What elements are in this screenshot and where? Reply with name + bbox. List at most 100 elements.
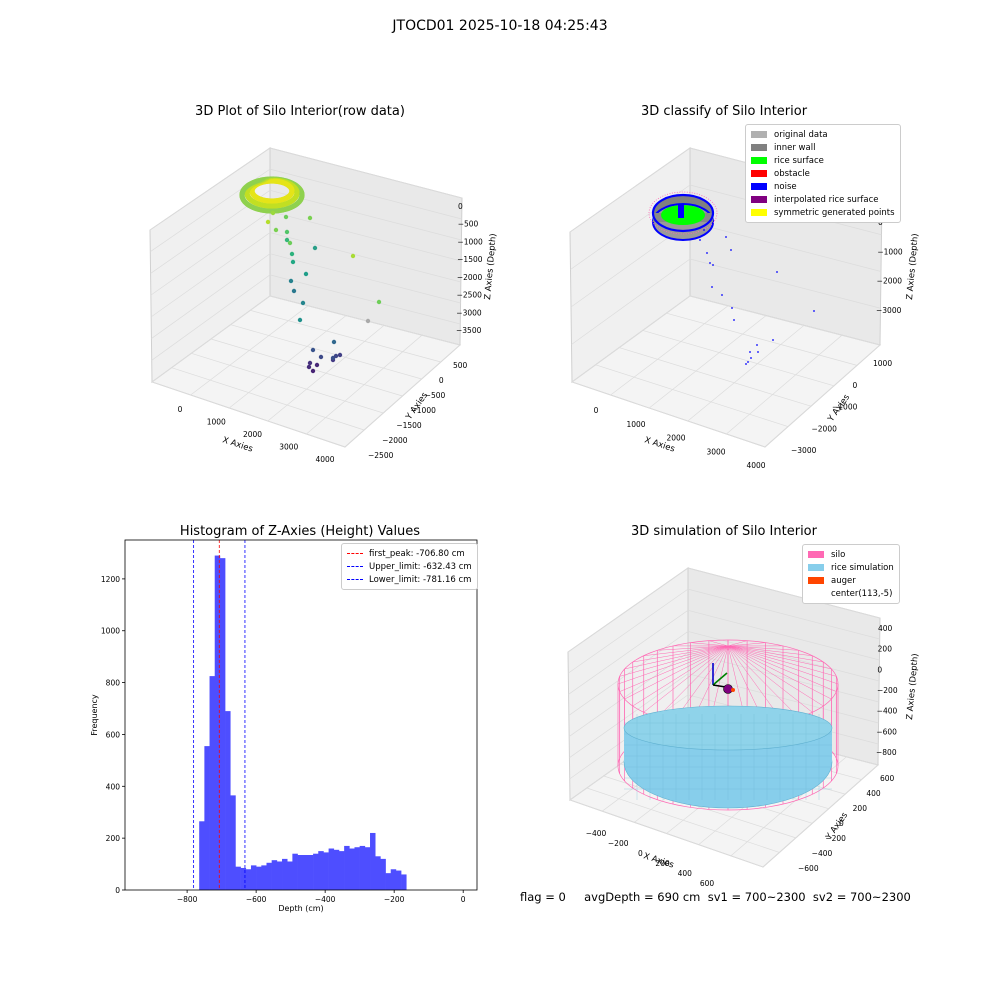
plot2-x-tick-label: 2000 bbox=[666, 434, 685, 443]
plot2-y-tick-label: −1000 bbox=[832, 403, 858, 412]
histogram-bar bbox=[323, 852, 329, 890]
plot2-z-tick-label: −2000 bbox=[877, 277, 903, 286]
plot4-x-tick-label: 600 bbox=[700, 879, 715, 888]
histogram-bar bbox=[271, 860, 278, 890]
plot1-x-tick-label: 2000 bbox=[243, 430, 262, 439]
legend-swatch bbox=[751, 196, 767, 203]
raw-data-point bbox=[314, 362, 320, 368]
plot2-y-tick-label: 0 bbox=[853, 381, 858, 390]
noise-point bbox=[699, 239, 701, 241]
plot4-y-tick-label: 400 bbox=[866, 789, 881, 798]
legend-label: rice simulation bbox=[831, 562, 894, 573]
silo-roof-line bbox=[624, 645, 729, 700]
y-tick-label: 600 bbox=[106, 730, 121, 739]
plot2-y-tick-label: −2000 bbox=[812, 424, 838, 433]
raw-data-point bbox=[350, 253, 356, 259]
plot1-3d-axes: 010002000300040005000−500−1000−1500−2000… bbox=[149, 147, 499, 464]
plot2-y-tick-label: 1000 bbox=[873, 359, 892, 368]
noise-point bbox=[757, 351, 759, 353]
silo-roof-line bbox=[643, 645, 729, 713]
plot2-y-tick-label: −3000 bbox=[791, 446, 817, 455]
plot4-legend: silo rice simulation auger center(113,-5) bbox=[802, 544, 900, 604]
raw-data-point bbox=[300, 300, 306, 306]
legend-entry: original data bbox=[751, 128, 895, 141]
legend-label: interpolated rice surface bbox=[774, 194, 879, 205]
histogram-bar bbox=[287, 861, 293, 890]
histogram-title: Histogram of Z-Axies (Height) Values bbox=[179, 524, 421, 539]
raw-data-point bbox=[283, 214, 289, 220]
legend-swatch bbox=[808, 577, 824, 584]
silo-roof-line bbox=[619, 645, 729, 692]
histogram-bar bbox=[250, 865, 257, 890]
noise-point bbox=[745, 363, 747, 365]
raw-data-point bbox=[291, 288, 297, 294]
plot1-zlabel: Z Axies (Depth) bbox=[483, 233, 499, 300]
plot1-y-tick-label: −1500 bbox=[396, 421, 422, 430]
plot2-x-tick-label: 4000 bbox=[746, 461, 765, 470]
plot1-x-tick-label: 4000 bbox=[315, 455, 334, 464]
silo-roof-line bbox=[727, 645, 837, 677]
silo-roof-line bbox=[727, 645, 813, 656]
silo-roof-line bbox=[727, 642, 766, 647]
legend-entry: interpolated rice surface bbox=[751, 193, 895, 206]
plot2-x-tick-label: 0 bbox=[594, 406, 599, 415]
legend-label: auger bbox=[831, 575, 856, 586]
raw-data-point bbox=[303, 271, 309, 277]
silo-roof-line bbox=[727, 645, 813, 713]
histogram-bar bbox=[344, 845, 350, 890]
plot4-y-tick-label: 200 bbox=[853, 804, 868, 813]
histogram-chart: −800 −600 −400 −200 0 020040060080010001200 … bbox=[90, 539, 478, 913]
raw-data-point bbox=[290, 259, 296, 265]
legend-swatch bbox=[808, 564, 824, 571]
plot1-y-tick-label: −2500 bbox=[368, 451, 394, 460]
noise-point bbox=[750, 357, 752, 359]
plot1-y-tick-label: 0 bbox=[439, 376, 444, 385]
legend-line bbox=[347, 553, 363, 554]
plot4-y-tick-label: −200 bbox=[825, 834, 846, 843]
x-tick-label: −800 bbox=[177, 895, 198, 904]
histogram-bar bbox=[219, 558, 226, 890]
status-footer: flag = 0 avgDepth = 690 cm sv1 = 700~230… bbox=[520, 890, 911, 904]
silo-roof-line bbox=[727, 645, 832, 670]
plot4-y-tick-label: 0 bbox=[839, 819, 844, 828]
raw-data-point bbox=[306, 364, 312, 370]
plot1-x-tick-label: 1000 bbox=[207, 418, 226, 427]
silo-roof-line bbox=[727, 640, 748, 647]
noise-point bbox=[731, 307, 733, 309]
legend-swatch bbox=[751, 170, 767, 177]
histogram-bar bbox=[302, 855, 309, 890]
histogram-bar bbox=[313, 853, 319, 890]
silo-roof-line bbox=[727, 645, 832, 700]
legend-label: Upper_limit: -632.43 cm bbox=[369, 561, 472, 572]
raw-data-point bbox=[307, 215, 313, 221]
legend-entry: inner wall bbox=[751, 141, 895, 154]
plot2-z-tick-label: −1000 bbox=[877, 247, 903, 256]
plot2-z-tick-label: −3000 bbox=[876, 306, 902, 315]
x-tick-label: 0 bbox=[461, 895, 466, 904]
raw-data-point bbox=[307, 360, 313, 366]
plot1-z-tick-label: −1500 bbox=[457, 255, 483, 264]
histogram-bar bbox=[390, 869, 397, 890]
legend-entry: rice simulation bbox=[808, 561, 894, 574]
plot2-zlabel: Z Axies (Depth) bbox=[905, 233, 921, 300]
raw-data-point bbox=[310, 347, 316, 353]
plot1-y-tick-label: 500 bbox=[453, 361, 468, 370]
legend-entry: silo bbox=[808, 548, 894, 561]
histogram-bar bbox=[214, 555, 221, 890]
silo-roof-line bbox=[632, 645, 729, 707]
plot1-y-tick-label: −1000 bbox=[411, 406, 437, 415]
noise-point bbox=[733, 319, 735, 321]
y-tick-label: 400 bbox=[106, 782, 121, 791]
histogram-bar bbox=[297, 855, 304, 890]
rice-surface-point bbox=[294, 189, 300, 196]
plot1-x-tick-label: 0 bbox=[178, 405, 183, 414]
legend-swatch bbox=[808, 551, 824, 558]
legend-entry: first_peak: -706.80 cm bbox=[347, 547, 472, 560]
histogram-legend: first_peak: -706.80 cm Upper_limit: -632.… bbox=[341, 543, 478, 590]
legend-label: center(113,-5) bbox=[831, 588, 893, 599]
silo-roof-line bbox=[708, 640, 729, 647]
rice-surface-point bbox=[299, 191, 305, 197]
plot4-z-tick-label: −600 bbox=[876, 727, 897, 736]
plot2-x-tick-label: 3000 bbox=[706, 447, 725, 456]
auger-axis-y bbox=[712, 672, 728, 686]
